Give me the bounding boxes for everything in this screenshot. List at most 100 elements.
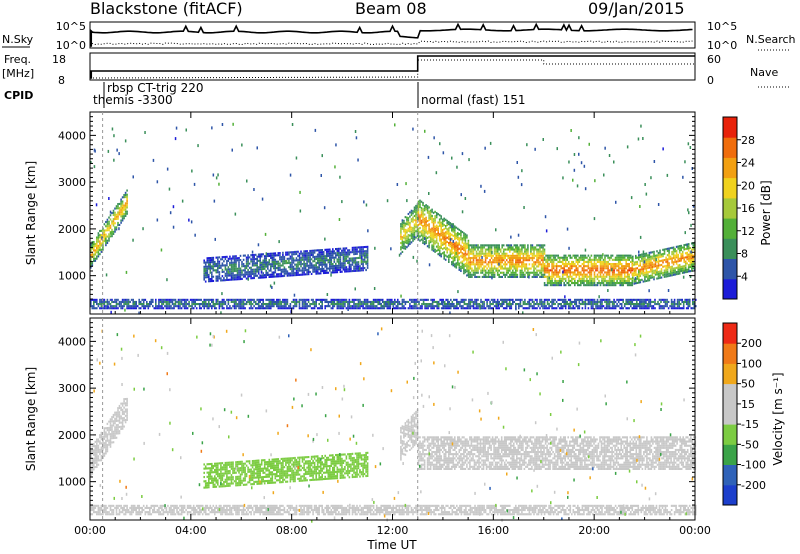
data-cell <box>674 254 676 257</box>
data-cell <box>330 307 333 310</box>
data-cell <box>114 211 116 214</box>
data-cell <box>420 219 423 222</box>
data-cell <box>106 239 109 242</box>
data-cell <box>301 303 304 306</box>
data-cell <box>475 275 478 278</box>
data-cell <box>463 265 465 268</box>
data-cell <box>133 307 136 310</box>
data-cell <box>338 300 340 303</box>
data-cell <box>460 248 462 251</box>
data-cell <box>108 235 110 238</box>
data-cell <box>324 298 326 301</box>
data-cell <box>208 305 210 308</box>
data-cell <box>245 267 248 270</box>
data-cell <box>106 235 109 238</box>
data-cell <box>307 264 310 267</box>
data-cell <box>645 258 648 261</box>
data-cell <box>371 305 373 308</box>
data-cell <box>620 273 623 276</box>
data-cell <box>527 303 529 306</box>
data-cell <box>507 267 509 270</box>
data-cell <box>519 300 522 303</box>
data-cell <box>590 277 593 280</box>
data-cell <box>504 252 506 255</box>
data-cell <box>348 300 351 303</box>
data-cell <box>229 264 231 267</box>
data-cell <box>512 273 514 276</box>
data-cell <box>324 265 326 268</box>
data-cell <box>335 269 337 272</box>
data-cell <box>495 269 497 272</box>
data-cell <box>313 300 316 303</box>
data-cell <box>123 300 125 303</box>
data-cell <box>97 244 100 247</box>
data-cell <box>250 277 252 280</box>
data-cell <box>212 267 215 270</box>
data-cell <box>351 259 354 262</box>
data-cell <box>312 307 314 310</box>
data-cell <box>356 250 358 253</box>
data-cell <box>448 242 450 245</box>
data-cell <box>566 258 568 261</box>
data-cell <box>478 265 481 268</box>
data-cell <box>325 259 328 262</box>
data-cell <box>211 307 213 310</box>
data-cell <box>599 267 602 270</box>
data-cell <box>103 233 106 236</box>
data-cell <box>310 264 313 267</box>
data-cell <box>580 298 582 301</box>
data-cell <box>403 226 405 229</box>
data-cell <box>601 303 603 306</box>
data-cell <box>142 300 145 303</box>
data-cell <box>423 213 426 216</box>
data-cell <box>356 248 358 251</box>
data-cell <box>458 228 461 231</box>
data-cell <box>602 260 605 263</box>
data-cell <box>114 228 116 231</box>
data-cell <box>449 243 452 246</box>
data-cell <box>283 258 286 261</box>
data-cell <box>638 254 640 257</box>
data-cell <box>498 257 500 260</box>
data-cell <box>645 305 647 308</box>
data-cell <box>531 265 534 268</box>
data-cell <box>319 253 322 256</box>
data-cell <box>280 273 283 276</box>
data-cell <box>174 300 177 303</box>
data-cell <box>639 268 642 271</box>
data-cell <box>537 265 540 268</box>
data-cell <box>330 254 333 257</box>
data-cell <box>543 263 546 266</box>
data-cell <box>329 267 331 270</box>
data-cell <box>668 249 670 252</box>
data-cell <box>292 253 295 256</box>
data-cell <box>492 259 494 262</box>
data-cell <box>486 298 488 301</box>
data-cell <box>179 303 181 306</box>
data-cell <box>256 274 258 277</box>
data-cell <box>468 303 470 306</box>
data-cell <box>432 245 435 248</box>
data-cell <box>126 212 128 215</box>
data-cell <box>596 275 599 278</box>
data-cell <box>419 218 421 221</box>
data-cell <box>610 279 612 282</box>
data-cell <box>599 298 602 301</box>
data-cell <box>608 269 611 272</box>
data-cell <box>608 305 611 308</box>
data-cell <box>625 260 627 263</box>
data-cell <box>357 267 360 270</box>
data-cell <box>99 303 101 306</box>
data-cell <box>333 267 336 270</box>
data-cell <box>324 263 326 266</box>
data-cell <box>666 262 669 265</box>
data-cell <box>242 258 245 261</box>
data-cell <box>242 273 245 276</box>
data-cell <box>322 269 325 272</box>
data-cell <box>490 246 493 249</box>
data-cell <box>657 258 660 261</box>
data-cell <box>567 282 570 285</box>
data-cell <box>330 252 333 255</box>
data-cell <box>360 300 363 303</box>
data-cell <box>277 300 280 303</box>
